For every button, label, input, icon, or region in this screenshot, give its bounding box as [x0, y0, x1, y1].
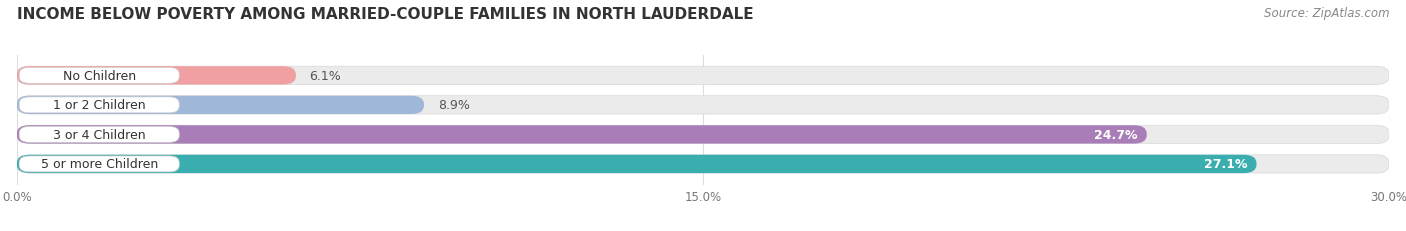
FancyBboxPatch shape — [17, 126, 1389, 144]
FancyBboxPatch shape — [17, 155, 1389, 173]
Text: 6.1%: 6.1% — [309, 70, 342, 82]
Text: 8.9%: 8.9% — [437, 99, 470, 112]
Text: 27.1%: 27.1% — [1204, 158, 1247, 171]
Text: 5 or more Children: 5 or more Children — [41, 158, 157, 171]
FancyBboxPatch shape — [17, 96, 425, 115]
FancyBboxPatch shape — [17, 96, 1389, 115]
Text: Source: ZipAtlas.com: Source: ZipAtlas.com — [1264, 7, 1389, 20]
FancyBboxPatch shape — [20, 68, 179, 84]
Text: 3 or 4 Children: 3 or 4 Children — [53, 128, 145, 141]
FancyBboxPatch shape — [17, 126, 1147, 144]
FancyBboxPatch shape — [17, 155, 1257, 173]
Text: No Children: No Children — [63, 70, 136, 82]
Text: 1 or 2 Children: 1 or 2 Children — [53, 99, 145, 112]
FancyBboxPatch shape — [20, 127, 179, 143]
Text: INCOME BELOW POVERTY AMONG MARRIED-COUPLE FAMILIES IN NORTH LAUDERDALE: INCOME BELOW POVERTY AMONG MARRIED-COUPL… — [17, 7, 754, 22]
FancyBboxPatch shape — [17, 67, 295, 85]
FancyBboxPatch shape — [20, 156, 179, 172]
Text: 24.7%: 24.7% — [1094, 128, 1137, 141]
FancyBboxPatch shape — [17, 67, 1389, 85]
FancyBboxPatch shape — [20, 97, 179, 113]
